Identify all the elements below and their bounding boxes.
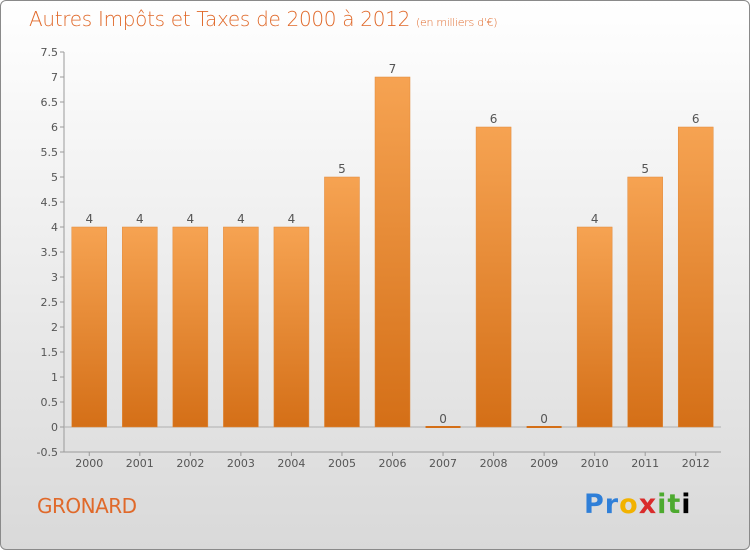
bar-2000 (71, 226, 108, 428)
x-tick-label: 2008 (480, 457, 508, 470)
data-label: 4 (187, 212, 195, 226)
data-label: 5 (641, 162, 649, 176)
proxiti-logo: Proxiti (584, 489, 692, 520)
title-text: Autres Impôts et Taxes de 2000 à 2012 (29, 7, 410, 31)
bar-2012 (677, 126, 714, 428)
data-label: 7 (389, 62, 397, 76)
x-tick-label: 2011 (631, 457, 659, 470)
data-label: 6 (490, 112, 498, 126)
subtitle-text: (en milliers d'€) (416, 16, 498, 29)
bar-2008 (475, 126, 512, 428)
data-label: 4 (136, 212, 144, 226)
bar-2003 (223, 226, 259, 428)
x-tick-label: 2010 (581, 457, 609, 470)
y-tick-label: 4 (51, 221, 58, 234)
y-tick-label: 5.5 (41, 146, 59, 159)
y-tick-label: 1 (51, 371, 58, 384)
y-tick-label: 1.5 (41, 346, 59, 359)
x-tick-label: 2007 (429, 457, 457, 470)
bar-2004 (273, 226, 310, 428)
y-tick-label: 7.5 (41, 46, 59, 59)
bar-2005 (324, 176, 360, 428)
y-tick-label: 3.5 (41, 246, 59, 259)
data-label: 4 (237, 212, 245, 226)
x-tick-label: 2005 (328, 457, 356, 470)
x-tick-label: 2012 (682, 457, 710, 470)
x-tick-label: 2000 (75, 457, 103, 470)
y-tick-label: 5 (51, 171, 58, 184)
data-label: 4 (591, 212, 599, 226)
bar-2001 (122, 226, 158, 428)
data-label: 4 (85, 212, 93, 226)
data-label: 4 (288, 212, 296, 226)
x-tick-label: 2001 (126, 457, 154, 470)
y-tick-label: 4.5 (41, 196, 59, 209)
y-tick-label: 6.5 (41, 96, 59, 109)
y-tick-label: 2.5 (41, 296, 59, 309)
chart-title: Autres Impôts et Taxes de 2000 à 2012 (en… (29, 7, 497, 31)
x-tick-label: 2003 (227, 457, 255, 470)
town-name: GRONARD (37, 494, 137, 518)
x-tick-label: 2002 (176, 457, 204, 470)
bar-2007 (425, 426, 461, 428)
x-tick-label: 2006 (379, 457, 407, 470)
bar-2002 (172, 226, 209, 428)
y-tick-label: 0 (51, 421, 58, 434)
y-tick-label: 6 (51, 121, 58, 134)
y-tick-label: -0.5 (37, 446, 58, 459)
data-label: 5 (338, 162, 346, 176)
data-label: 0 (439, 412, 447, 426)
bar-2011 (627, 176, 663, 428)
x-tick-label: 2009 (530, 457, 558, 470)
y-tick-label: 3 (51, 271, 58, 284)
bar-2006 (374, 76, 411, 428)
bar-2010 (576, 226, 613, 428)
bar-2009 (526, 426, 562, 428)
y-tick-label: 0.5 (41, 396, 59, 409)
x-tick-label: 2004 (277, 457, 305, 470)
y-tick-label: 7 (51, 71, 58, 84)
y-tick-label: 2 (51, 321, 58, 334)
data-label: 6 (692, 112, 700, 126)
data-label: 0 (540, 412, 548, 426)
